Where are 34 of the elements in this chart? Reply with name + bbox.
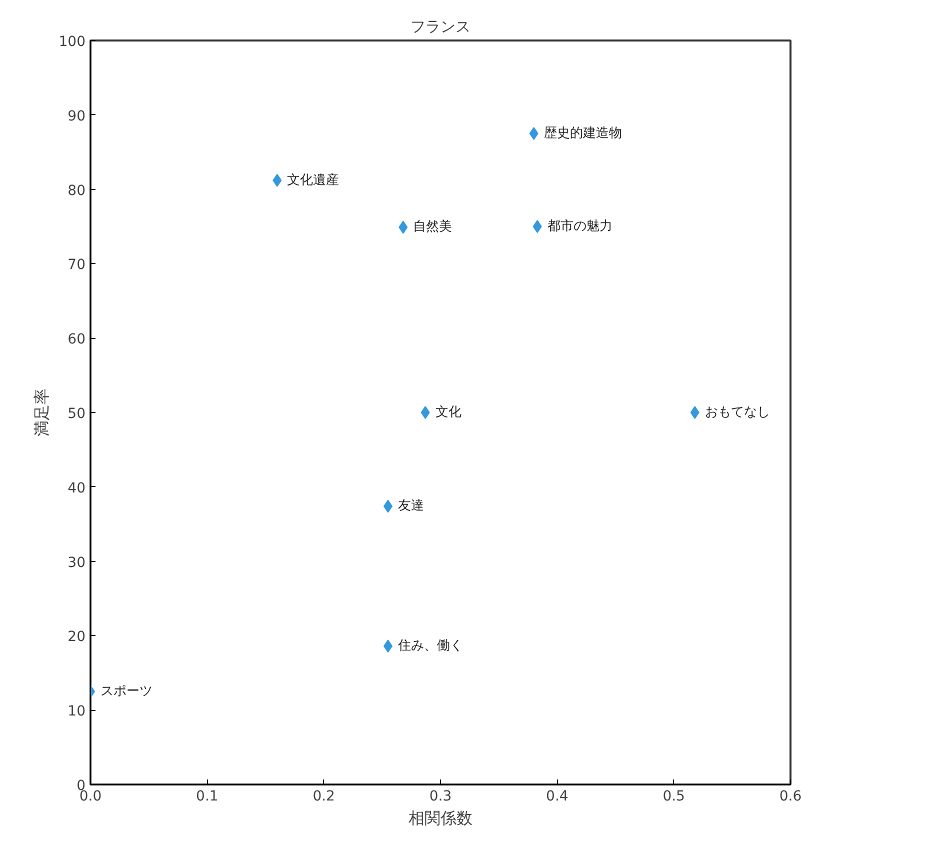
annotation: 歴史的建造物 xyxy=(544,126,622,141)
point xyxy=(420,406,430,419)
x-axis-title: 相関係数 xyxy=(408,808,472,828)
annotation: 都市の魅力 xyxy=(547,219,612,234)
chart-title: フランス xyxy=(410,18,470,36)
annotation: 自然美 xyxy=(413,218,452,235)
x-tick-label: 0.4 xyxy=(546,788,568,804)
annotation: 住み、働く xyxy=(397,638,463,654)
point xyxy=(529,127,538,140)
x-tick-label: 0.3 xyxy=(429,788,452,804)
x-tick-label: 0.6 xyxy=(779,788,802,804)
y-tick-label: 90 xyxy=(68,108,86,124)
point xyxy=(532,220,542,233)
annotation: スポーツ xyxy=(100,684,152,699)
y-tick-label: 30 xyxy=(68,554,86,571)
y-tick-label: 70 xyxy=(68,257,86,274)
annotation: 友達 xyxy=(398,498,424,514)
point xyxy=(690,406,700,419)
x-tick-label: 0.1 xyxy=(196,788,218,804)
y-tick-label: 10 xyxy=(68,704,86,720)
y-tick-label: 40 xyxy=(68,480,86,496)
point xyxy=(398,220,408,234)
annotation: 文化 xyxy=(435,405,462,420)
y-tick-label: 100 xyxy=(58,34,86,50)
x-tick-label: 0.2 xyxy=(312,788,335,804)
annotation: 文化遺産 xyxy=(287,172,340,188)
x-tick-label: 0.5 xyxy=(662,788,685,804)
point xyxy=(272,174,282,187)
y-tick-label: 60 xyxy=(68,332,86,348)
y-tick-label: 20 xyxy=(68,629,86,646)
y-tick-label: 80 xyxy=(68,182,86,199)
y-axis-title: 満足率 xyxy=(32,388,51,436)
y-tick-label: 50 xyxy=(68,406,86,422)
annotation: おもてなし xyxy=(704,405,770,420)
